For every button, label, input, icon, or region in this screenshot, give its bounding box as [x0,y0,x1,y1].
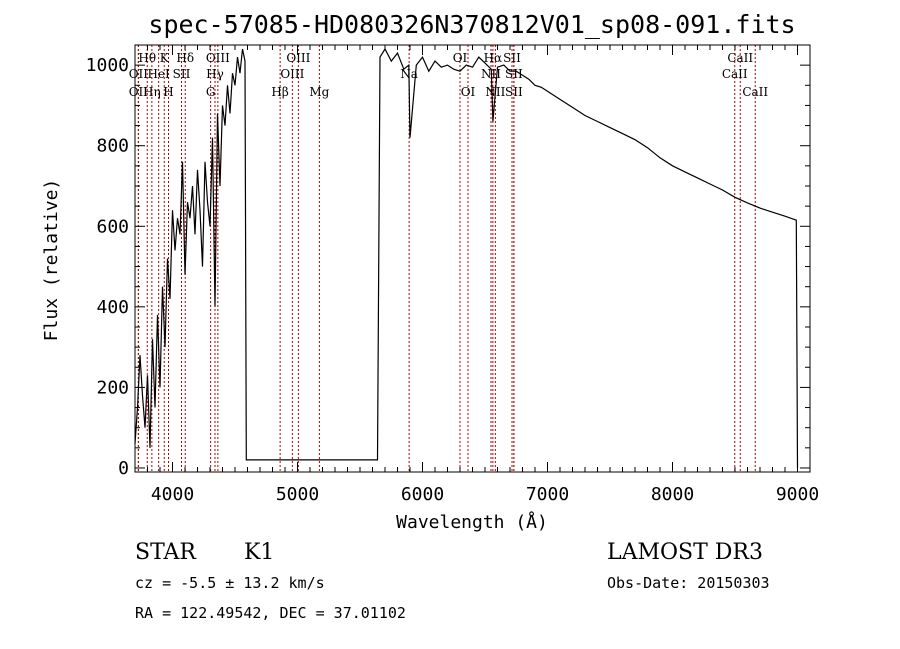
spectrum-series [134,47,799,469]
line-label: Hη [143,85,161,99]
observation-date: Obs-Date: 20150303 [607,574,770,592]
x-axis-label: Wavelength (Å) [396,511,548,533]
redshift-readout: cz = -5.5 ± 13.2 km/s [135,574,325,592]
y-axis-label: Flux (relative) [41,179,62,342]
line-label: Hα [484,51,503,65]
y-tick-label: 0 [118,458,129,479]
line-label: OII [129,85,149,99]
x-tick-label: 7000 [526,484,569,505]
line-label: SII [173,67,191,81]
line-label: G [206,85,216,99]
line-label: SII [505,67,523,81]
line-label: OII [129,67,149,81]
line-label: NII [481,67,501,81]
line-label: OIII [206,51,230,65]
y-tick-label: 600 [96,216,129,237]
line-label: SII [503,51,521,65]
x-tick-label: 6000 [401,484,444,505]
x-axis: 4000 5000 6000 7000 8000 9000 [134,45,819,505]
y-tick-label: 200 [96,377,129,398]
line-label: OIII [286,51,310,65]
y-axis: 0 200 400 600 800 1000 [86,44,810,479]
line-label: Hθ [138,51,156,65]
line-label: Na [400,67,418,81]
x-tick-label: 9000 [776,484,819,505]
x-tick-label: 8000 [651,484,694,505]
line-label: Hβ [271,85,288,99]
line-label: OI [453,51,468,65]
x-tick-label: 5000 [276,484,319,505]
chart-title: spec-57085-HD080326N370812V01_sp08-091.f… [148,10,795,39]
line-label: OIII [280,67,304,81]
line-label: CaII [727,51,753,65]
object-subclass: K1 [244,540,275,565]
line-label: Hγ [206,67,224,81]
line-label: NII [485,85,505,99]
series-layer [134,47,799,469]
object-class: STAR [135,540,196,565]
line-label: OI [461,85,476,99]
line-label: CaII [742,85,768,99]
line-label: SII [505,85,523,99]
survey-name: LAMOST DR3 [607,540,763,565]
x-tick-label: 4000 [151,484,194,505]
line-label: CaII [722,67,748,81]
coordinates-readout: RA = 122.49542, DEC = 37.01102 [135,604,406,622]
y-tick-label: 400 [96,297,129,318]
emission-line-markers [137,45,756,472]
plot-frame [134,44,811,473]
line-label: K [160,51,170,65]
line-label: HeI [147,67,170,81]
y-tick-label: 1000 [86,55,129,76]
y-tick-label: 800 [96,136,129,157]
line-label: Hδ [176,51,194,65]
line-label: Mg [309,85,329,99]
line-label: H [163,85,173,99]
